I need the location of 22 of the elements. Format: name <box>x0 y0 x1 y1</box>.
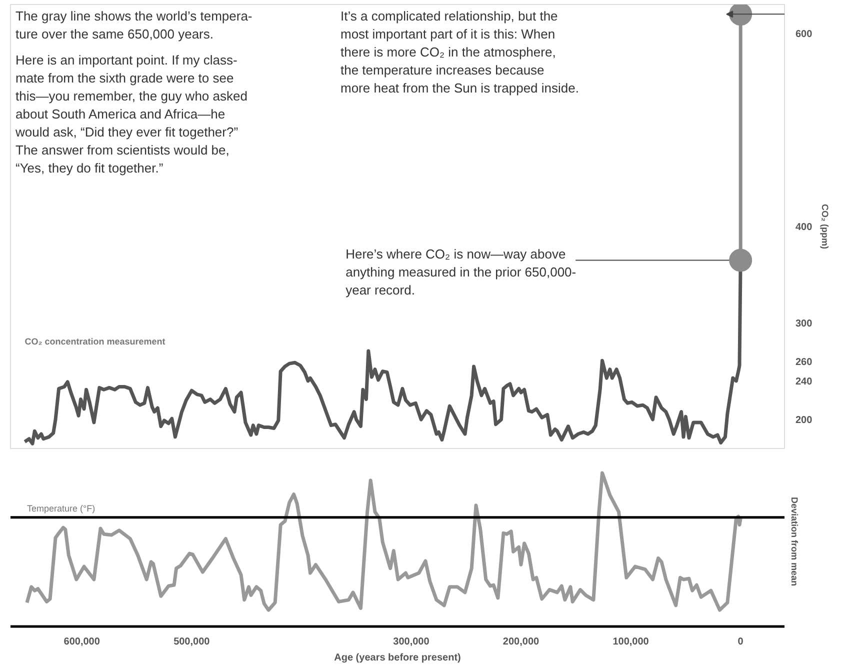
annotation: The gray line shows the world’s tempera- ture over the same 650,000 years. <box>16 8 252 42</box>
annotation: It’s a complicated relationship, but the most important part of it is this: When there is more CO₂ in the atmosphere, the temperature increases because more heat from the Sun is trapped inside. <box>340 8 579 96</box>
x-tick-label: 600,000 <box>64 636 100 648</box>
y-tick-label: 240 <box>796 376 813 388</box>
y-tick-label: 400 <box>796 222 813 233</box>
x-axis-title: Age (years before present) <box>334 652 461 664</box>
y-axis-title: CO₂ (ppm) <box>820 204 830 250</box>
annotation: Here is an important point. If my class- mate from the sixth grade were to see this—you remember, the guy who asked about South America and Africa—he would ask, “Did they ever fit together?” <box>14 52 248 140</box>
y-axis-title: Deviation from mean <box>790 496 800 586</box>
y-tick-label: 300 <box>796 318 813 330</box>
text: CO₂ concentration measurement <box>24 336 166 347</box>
x-tick-label: 200,000 <box>502 636 540 648</box>
y-tick-label: 260 <box>796 357 813 368</box>
series-label: Temperature (°F) <box>26 503 96 514</box>
x-tick-label: 300,000 <box>393 636 430 648</box>
x-tick-label: 0 <box>738 636 744 648</box>
y-tick-label: 600 <box>796 28 813 40</box>
y-tick-label: 200 <box>796 415 813 426</box>
x-tick-label: 500,000 <box>174 636 210 648</box>
annotation: The answer from scientists would be, “Yes, they do fit together.” <box>16 142 230 176</box>
annotation: Here’s where CO₂ is now—way above anything measured in the prior 650,000- year record. <box>346 246 576 298</box>
x-tick-label: 100,000 <box>612 636 650 648</box>
